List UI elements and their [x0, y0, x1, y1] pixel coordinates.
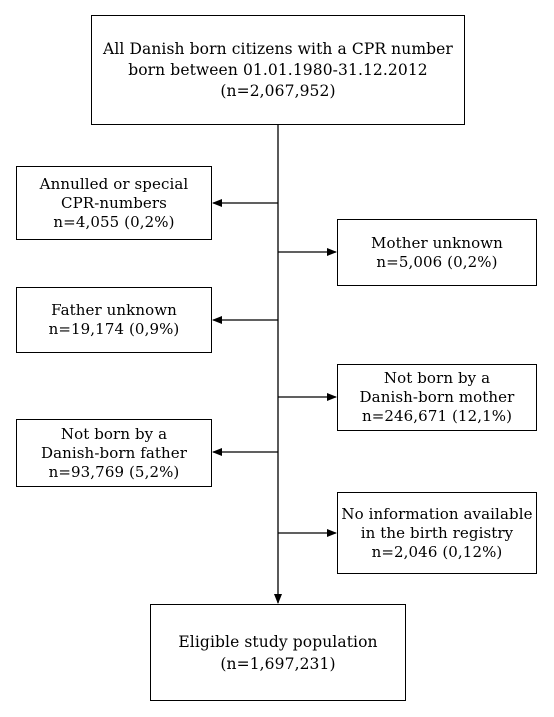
- source-population-line-2: born between 01.01.1980-31.12.2012: [128, 60, 428, 79]
- exclusion-label-line-2: in the birth registry: [360, 523, 514, 542]
- exclusion-count: n=93,769 (5,2%): [48, 462, 180, 481]
- eligible-population-count: (n=1,697,231): [220, 654, 336, 673]
- exclusion-label: Mother unknown: [371, 233, 503, 252]
- exclusion-label-line-2: Danish-born father: [40, 443, 188, 462]
- exclusion-box-father-unknown: Father unknown n=19,174 (0,9%): [16, 287, 212, 353]
- exclusion-label-line-1: No information available: [341, 504, 533, 523]
- exclusion-label: Father unknown: [51, 301, 177, 319]
- exclusion-label-line-2: CPR-numbers: [61, 193, 167, 212]
- exclusion-count: n=2,046 (0,12%): [371, 542, 503, 561]
- exclusion-box-annulled-cpr: Annulled or special CPR-numbers n=4,055 …: [16, 166, 212, 240]
- exclusion-count: n=4,055 (0,2%): [53, 212, 175, 231]
- source-population-count: (n=2,067,952): [220, 81, 336, 100]
- exclusion-label-line-1: Not born by a: [60, 424, 168, 443]
- source-population-box: All Danish born citizens with a CPR numb…: [91, 15, 465, 125]
- eligible-population-label: Eligible study population: [178, 632, 378, 651]
- eligible-population-box: Eligible study population (n=1,697,231): [150, 604, 406, 701]
- exclusion-box-not-danish-born-father: Not born by a Danish-born father n=93,76…: [16, 419, 212, 487]
- exclusion-box-no-birth-registry-info: No information available in the birth re…: [337, 492, 537, 574]
- exclusion-box-mother-unknown: Mother unknown n=5,006 (0,2%): [337, 219, 537, 286]
- exclusion-label-line-1: Not born by a: [383, 369, 491, 387]
- exclusion-label-line-2: Danish-born mother: [359, 388, 515, 406]
- exclusion-count: n=5,006 (0,2%): [376, 252, 498, 271]
- exclusion-label-line-1: Annulled or special: [39, 174, 189, 193]
- exclusion-count: n=19,174 (0,9%): [48, 320, 180, 338]
- source-population-line-1: All Danish born citizens with a CPR numb…: [103, 39, 453, 58]
- exclusion-box-not-danish-born-mother: Not born by a Danish-born mother n=246,6…: [337, 364, 537, 431]
- exclusion-count: n=246,671 (12,1%): [361, 407, 513, 425]
